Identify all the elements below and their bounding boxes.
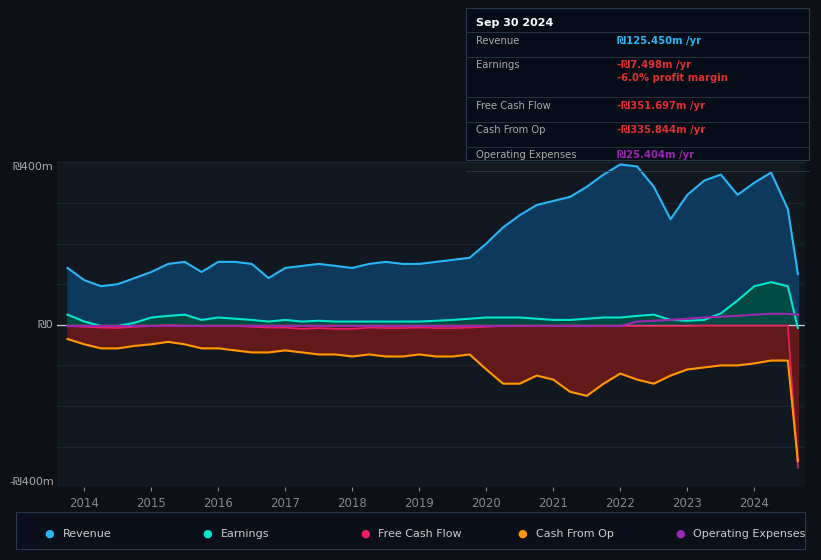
Text: Cash From Op: Cash From Op <box>536 529 613 539</box>
Text: Revenue: Revenue <box>63 529 112 539</box>
Text: ●: ● <box>676 529 685 539</box>
Text: -6.0% profit margin: -6.0% profit margin <box>617 73 728 83</box>
Text: -₪400m: -₪400m <box>9 477 53 487</box>
Text: ₪0: ₪0 <box>38 320 53 330</box>
Text: ₪25.404m /yr: ₪25.404m /yr <box>617 150 695 160</box>
Text: ₪400m: ₪400m <box>13 162 53 172</box>
Text: Earnings: Earnings <box>221 529 269 539</box>
Text: Revenue: Revenue <box>476 36 520 46</box>
Text: Free Cash Flow: Free Cash Flow <box>378 529 461 539</box>
Text: -₪335.844m /yr: -₪335.844m /yr <box>617 125 705 136</box>
Text: Free Cash Flow: Free Cash Flow <box>476 101 551 111</box>
Text: Operating Expenses: Operating Expenses <box>476 150 576 160</box>
Text: ●: ● <box>203 529 212 539</box>
Text: Sep 30 2024: Sep 30 2024 <box>476 18 553 29</box>
Text: ₪125.450m /yr: ₪125.450m /yr <box>617 36 701 46</box>
Text: Cash From Op: Cash From Op <box>476 125 546 136</box>
Text: -₪7.498m /yr: -₪7.498m /yr <box>617 60 691 71</box>
Text: ●: ● <box>360 529 369 539</box>
Text: ●: ● <box>45 529 54 539</box>
Text: ●: ● <box>518 529 527 539</box>
Text: -₪351.697m /yr: -₪351.697m /yr <box>617 101 705 111</box>
Text: Earnings: Earnings <box>476 60 520 71</box>
Text: Operating Expenses: Operating Expenses <box>694 529 805 539</box>
